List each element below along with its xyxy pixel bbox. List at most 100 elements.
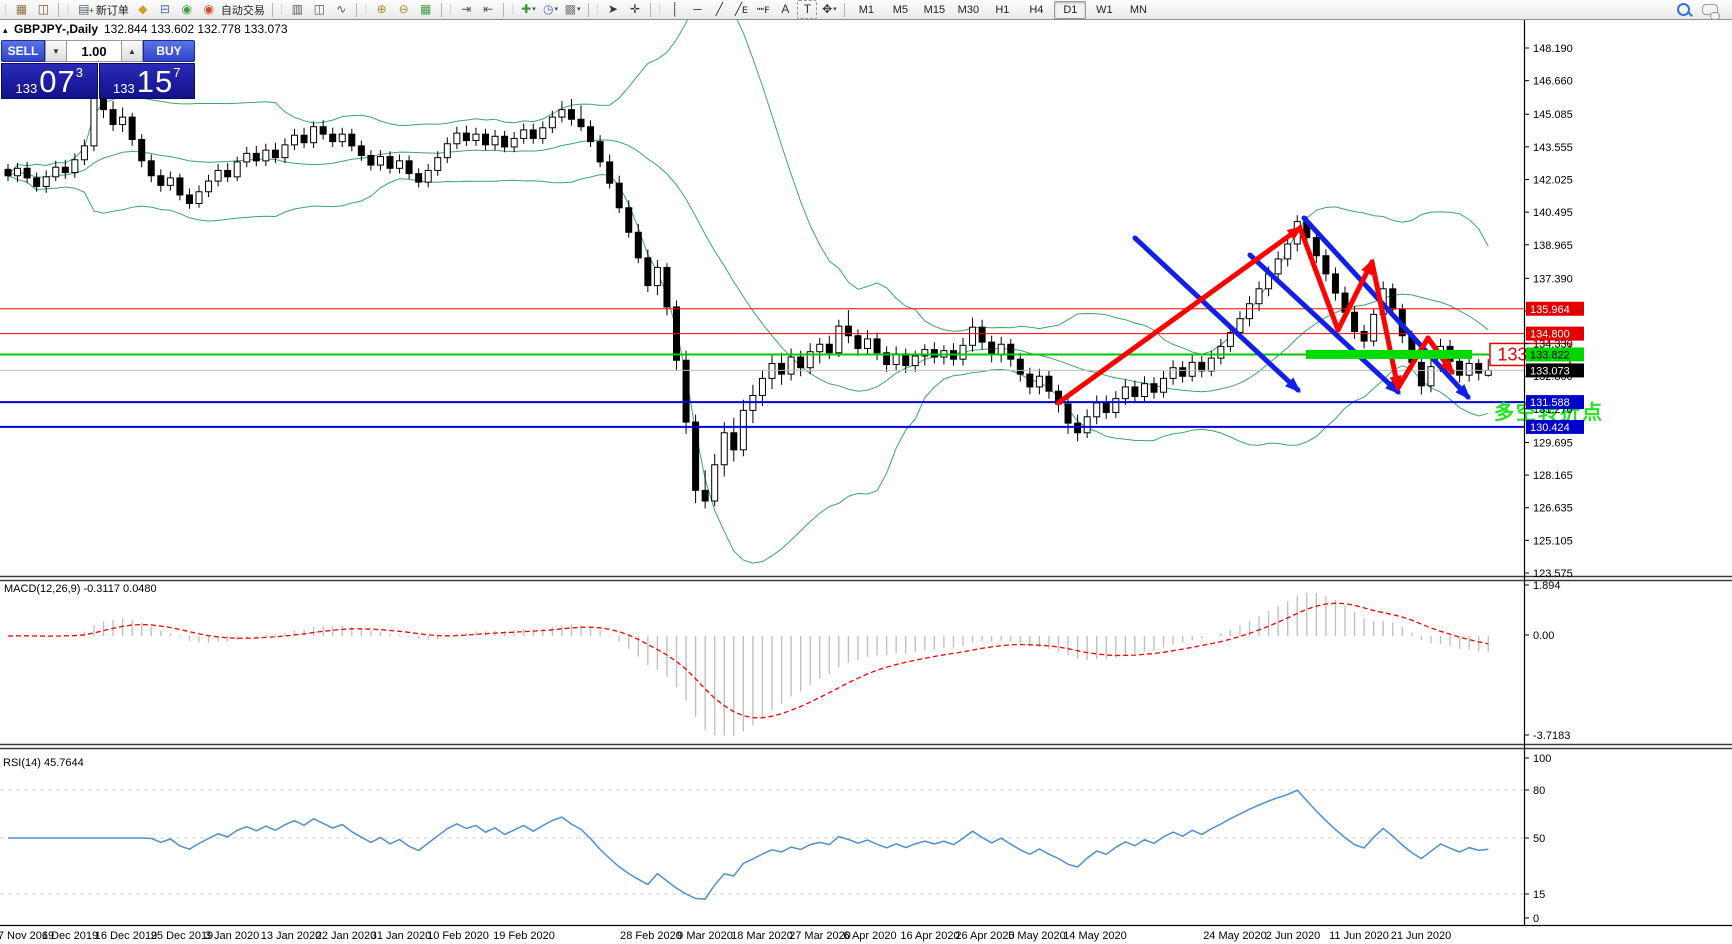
indicators-icon[interactable]: ✚ ▾ — [521, 2, 536, 16]
timeframe-button-d1[interactable]: D1 — [1054, 0, 1087, 19]
candle — [787, 356, 795, 375]
volume-decrease-button[interactable]: ▼ — [45, 40, 67, 62]
auto-scroll-icon[interactable]: ⇥ — [461, 2, 472, 16]
price-axis[interactable]: 148.190 146.660 145.085 143.555 142.025 140.4… — [1523, 20, 1584, 925]
buy-button[interactable]: BUY — [143, 40, 195, 62]
candle — [80, 145, 88, 161]
candle — [969, 326, 977, 346]
fibonacci-icon[interactable]: ┉ꜰ — [756, 2, 770, 16]
timeframe-button-w1[interactable]: W1 — [1096, 3, 1113, 16]
blue-trend-arrow[interactable] — [1247, 252, 1401, 395]
ask-price-sup: 7 — [173, 65, 181, 80]
trendline-icon[interactable]: ╱ — [715, 2, 723, 16]
rsi-label: RSI(14) 45.7644 — [3, 757, 84, 769]
chat-icon[interactable] — [1702, 4, 1720, 20]
chart-window-icon[interactable]: ▦ — [15, 2, 28, 16]
volume-increase-button[interactable]: ▲ — [121, 40, 143, 62]
templates-icon[interactable]: ▩ ▾ — [564, 2, 581, 16]
red-zigzag-arrow[interactable] — [1297, 225, 1341, 333]
periods-icon[interactable]: ◷ ▾ — [543, 2, 559, 16]
red-zigzag-arrow[interactable] — [1395, 335, 1431, 391]
candle — [1140, 383, 1148, 398]
candle — [501, 135, 509, 148]
candle — [205, 180, 213, 193]
price-tick-label: 142.025 — [1533, 174, 1573, 186]
red-zigzag-arrow[interactable] — [1369, 259, 1402, 392]
autotrading-label[interactable]: 自动交易 — [220, 4, 265, 17]
ask-price-box[interactable]: 133 15 7 — [98, 63, 195, 99]
date-tick-label: 3 Jan 2020 — [205, 930, 259, 942]
red-zigzag-arrow[interactable] — [1055, 225, 1304, 406]
candle — [1427, 366, 1435, 387]
arrows-icon[interactable]: ✥ ▾ — [822, 2, 837, 16]
candle — [644, 257, 652, 287]
blue-trend-arrow[interactable] — [1132, 235, 1301, 393]
candle — [835, 325, 843, 354]
candle — [1236, 318, 1244, 334]
timeframe-button-h1[interactable]: H1 — [995, 3, 1010, 16]
vline-icon[interactable]: │ — [671, 2, 680, 16]
equidistant-channel-icon[interactable]: ╱ᴇ — [734, 2, 748, 16]
bar-chart-icon[interactable]: ▥ — [291, 2, 303, 16]
volume-input[interactable]: 1.00 — [67, 40, 121, 62]
horizontal-price-lines[interactable] — [0, 308, 1524, 428]
bid-price-box[interactable]: 133 07 3 — [1, 63, 98, 99]
timeframe-button-h4[interactable]: H4 — [1029, 3, 1044, 16]
date-tick-label: 5 May 2020 — [1008, 930, 1065, 942]
cursor-icon[interactable]: ➤ — [607, 2, 618, 16]
print-icon[interactable]: ⊟ — [159, 2, 170, 16]
line-chart-icon[interactable]: ∿ — [336, 2, 347, 16]
hline-icon[interactable]: ─ — [693, 2, 702, 16]
timeframe-button-m5[interactable]: M5 — [892, 3, 909, 16]
sell-button[interactable]: SELL — [1, 40, 45, 62]
price-tick-label: 128.165 — [1533, 470, 1573, 482]
support-zone-bar[interactable] — [1306, 349, 1472, 359]
red-zigzag-arrow[interactable] — [1335, 258, 1375, 333]
collapse-triangle[interactable]: ▴ — [3, 25, 8, 35]
eraser-icon[interactable]: ◆ — [138, 2, 148, 16]
dropdown-arrow-icon: ▾ — [576, 6, 581, 13]
zoom-out-icon[interactable]: ⊖ — [398, 2, 409, 16]
new-order-icon[interactable]: ▤ + — [74, 0, 94, 19]
candle — [1016, 358, 1024, 375]
search-icon[interactable] — [1677, 3, 1690, 16]
crosshair-icon[interactable]: ✛ — [629, 2, 640, 16]
price-tick-label: 126.635 — [1533, 503, 1573, 515]
date-tick-label: 22 Jan 2020 — [316, 930, 377, 942]
trend-drawings[interactable] — [1055, 215, 1472, 406]
candle — [1160, 377, 1168, 393]
tile-windows-icon[interactable]: ▦ — [420, 2, 432, 16]
chart-shift-icon[interactable]: ⇤ — [483, 2, 494, 16]
timeframe-button-mn[interactable]: MN — [1129, 3, 1147, 16]
candle — [997, 343, 1005, 356]
price-tick-label: 123.575 — [1533, 568, 1573, 580]
macd-label: MACD(12,26,9) -0.3117 0.0480 — [4, 583, 157, 595]
text-icon[interactable]: A — [781, 2, 790, 16]
candle — [911, 355, 919, 367]
candle — [1475, 362, 1483, 374]
ask-price-big: 15 — [136, 64, 174, 99]
zoom-in-icon[interactable]: ⊕ — [376, 2, 387, 16]
timeframe-button-m15[interactable]: M15 — [923, 3, 946, 16]
market-watch-icon[interactable]: ◫ — [37, 2, 50, 16]
candle — [319, 126, 327, 135]
label-icon[interactable]: T — [797, 0, 818, 19]
timeframe-button-m30[interactable]: M30 — [957, 3, 980, 16]
toolbar-separator — [440, 2, 442, 17]
timeframe-button-m1[interactable]: M1 — [858, 3, 875, 16]
bid-price-small: 133 — [15, 81, 38, 96]
price-axis-badge — [1526, 419, 1584, 434]
candle — [902, 353, 910, 367]
new-order-label[interactable]: 新订单 — [95, 4, 129, 17]
rsi-tick-label: 100 — [1533, 753, 1551, 765]
candle-chart-icon[interactable]: ◫ — [313, 2, 325, 16]
signal-icon[interactable]: ◉ — [181, 2, 193, 16]
bid-price-big: 07 — [39, 64, 76, 99]
autotrading-icon[interactable]: ◉ — [203, 2, 215, 16]
candle — [1083, 416, 1091, 434]
candle — [634, 231, 642, 259]
rsi-axis: 100 80 50 15 0 — [1524, 753, 1551, 925]
pane-separators[interactable] — [0, 575, 1732, 927]
